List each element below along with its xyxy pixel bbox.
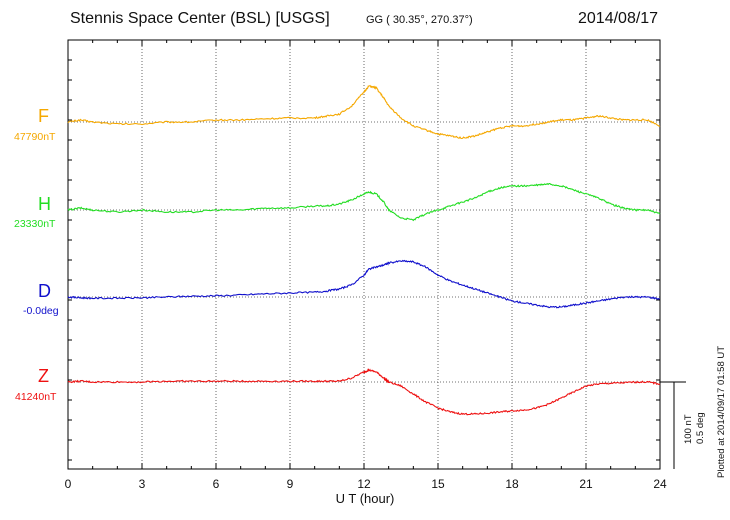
scale-deg-label: 0.5 deg	[695, 412, 706, 444]
x-tick-label: 24	[653, 477, 667, 491]
scale-bar	[660, 381, 686, 469]
series-name-h: H	[38, 194, 51, 214]
series-baselines	[68, 121, 686, 383]
x-tick-label: 21	[579, 477, 593, 491]
series-name-d: D	[38, 281, 51, 301]
x-tick-label: 6	[213, 477, 220, 491]
station-title: Stennis Space Center (BSL) [USGS]	[70, 10, 330, 27]
grid-lines	[141, 40, 587, 469]
series-baseline-h: 23330nT	[14, 218, 56, 230]
series-line-d	[67, 259, 661, 309]
series-baseline-f: 47790nT	[14, 131, 56, 143]
x-tick-label: 15	[431, 477, 445, 491]
series-baseline-z: 41240nT	[15, 391, 57, 403]
x-tick-label: 0	[65, 477, 72, 491]
x-tick-label: 9	[287, 477, 294, 491]
series-lines	[67, 84, 661, 416]
plotted-timestamp: Plotted at 2014/09/17 01:58 UT	[716, 345, 727, 478]
series-line-f	[67, 84, 661, 140]
x-axis-label: U T (hour)	[336, 491, 395, 506]
series-baseline-d: -0.0deg	[23, 305, 59, 317]
series-line-z	[67, 368, 661, 416]
station-coordinates: GG ( 30.35°, 270.37°)	[366, 14, 473, 26]
plot-frame	[67, 39, 661, 470]
series-name-f: F	[38, 106, 49, 126]
x-ticks: 0 3 6 9 12 15 18 21 24	[65, 40, 667, 491]
x-tick-label: 18	[505, 477, 519, 491]
scale-nt-label: 100 nT	[683, 414, 694, 444]
x-tick-label: 3	[139, 477, 146, 491]
series-name-z: Z	[38, 366, 49, 386]
x-tick-label: 12	[357, 477, 371, 491]
plot-date: 2014/08/17	[578, 10, 659, 27]
series-line-h	[67, 182, 661, 222]
